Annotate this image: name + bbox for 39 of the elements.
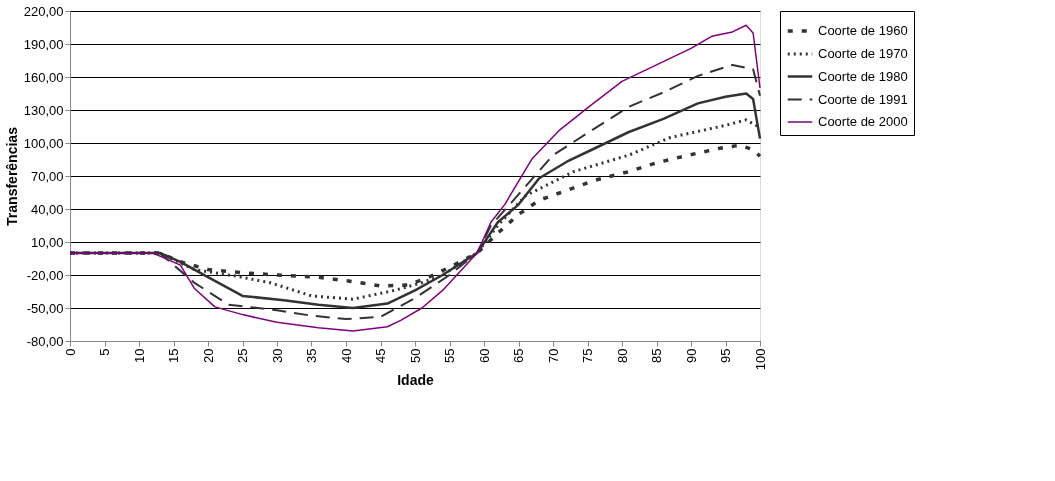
x-tick-label: 20 bbox=[200, 348, 216, 363]
x-tick-label: 70 bbox=[545, 348, 561, 363]
legend-label: Coorte de 1970 bbox=[818, 46, 908, 61]
x-tick-label: 100 bbox=[752, 348, 768, 371]
x-tick-label: 90 bbox=[683, 348, 699, 363]
x-tick-label: 65 bbox=[511, 348, 526, 363]
y-tick-label: 40,00 bbox=[30, 201, 64, 217]
x-tick-label: 45 bbox=[373, 348, 388, 363]
x-tick-label: 95 bbox=[718, 348, 733, 363]
x-tick-label: 75 bbox=[580, 348, 595, 363]
y-tick-label: 220,00 bbox=[23, 3, 64, 19]
y-tick-label: 70,00 bbox=[30, 168, 64, 184]
x-tick-label: 25 bbox=[235, 348, 250, 363]
x-tick-label: 85 bbox=[649, 348, 664, 363]
y-tick-label: 160,00 bbox=[23, 69, 64, 85]
x-axis-title: Idade bbox=[397, 372, 434, 389]
y-tick-label: -80,00 bbox=[26, 333, 64, 349]
legend-label: Coorte de 2000 bbox=[818, 114, 908, 129]
y-tick-label: -20,00 bbox=[26, 267, 64, 283]
y-tick-label: 190,00 bbox=[23, 36, 64, 52]
legend-label: Coorte de 1980 bbox=[818, 68, 908, 84]
x-tick-label: 55 bbox=[442, 348, 457, 363]
y-tick-label: 100,00 bbox=[23, 135, 64, 151]
x-tick-label: 15 bbox=[166, 348, 181, 363]
x-tick-label: 35 bbox=[304, 348, 319, 363]
y-tick-label: 10,00 bbox=[30, 234, 64, 250]
legend-label: Coorte de 1960 bbox=[818, 23, 908, 38]
x-tick-label: 5 bbox=[97, 348, 112, 356]
y-tick-label: -50,00 bbox=[26, 300, 64, 316]
x-tick-label: 30 bbox=[269, 348, 285, 363]
x-tick-label: 80 bbox=[614, 348, 630, 363]
y-axis-title: Transferências bbox=[3, 126, 20, 226]
x-tick-label: 50 bbox=[407, 348, 423, 363]
x-tick-label: 10 bbox=[131, 348, 147, 363]
legend-label: Coorte de 1991 bbox=[818, 91, 908, 107]
x-tick-label: 60 bbox=[476, 348, 492, 363]
x-tick-label: 40 bbox=[338, 348, 354, 363]
y-tick-label: 130,00 bbox=[23, 102, 64, 118]
x-tick-label: 0 bbox=[62, 348, 78, 356]
